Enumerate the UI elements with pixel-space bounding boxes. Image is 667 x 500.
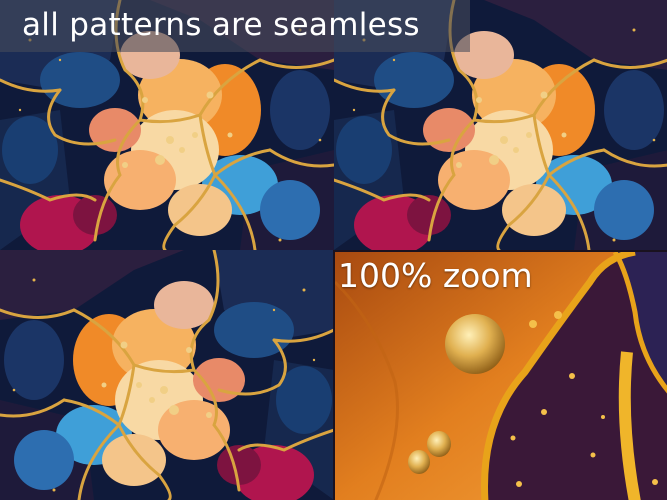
zoom-inset-image: [333, 250, 667, 500]
zoom-label: 100% zoom: [338, 256, 533, 295]
headline-text: all patterns are seamless: [22, 7, 420, 43]
headline-banner: all patterns are seamless: [0, 0, 470, 52]
pattern-tile-bottom-left: [0, 250, 334, 500]
